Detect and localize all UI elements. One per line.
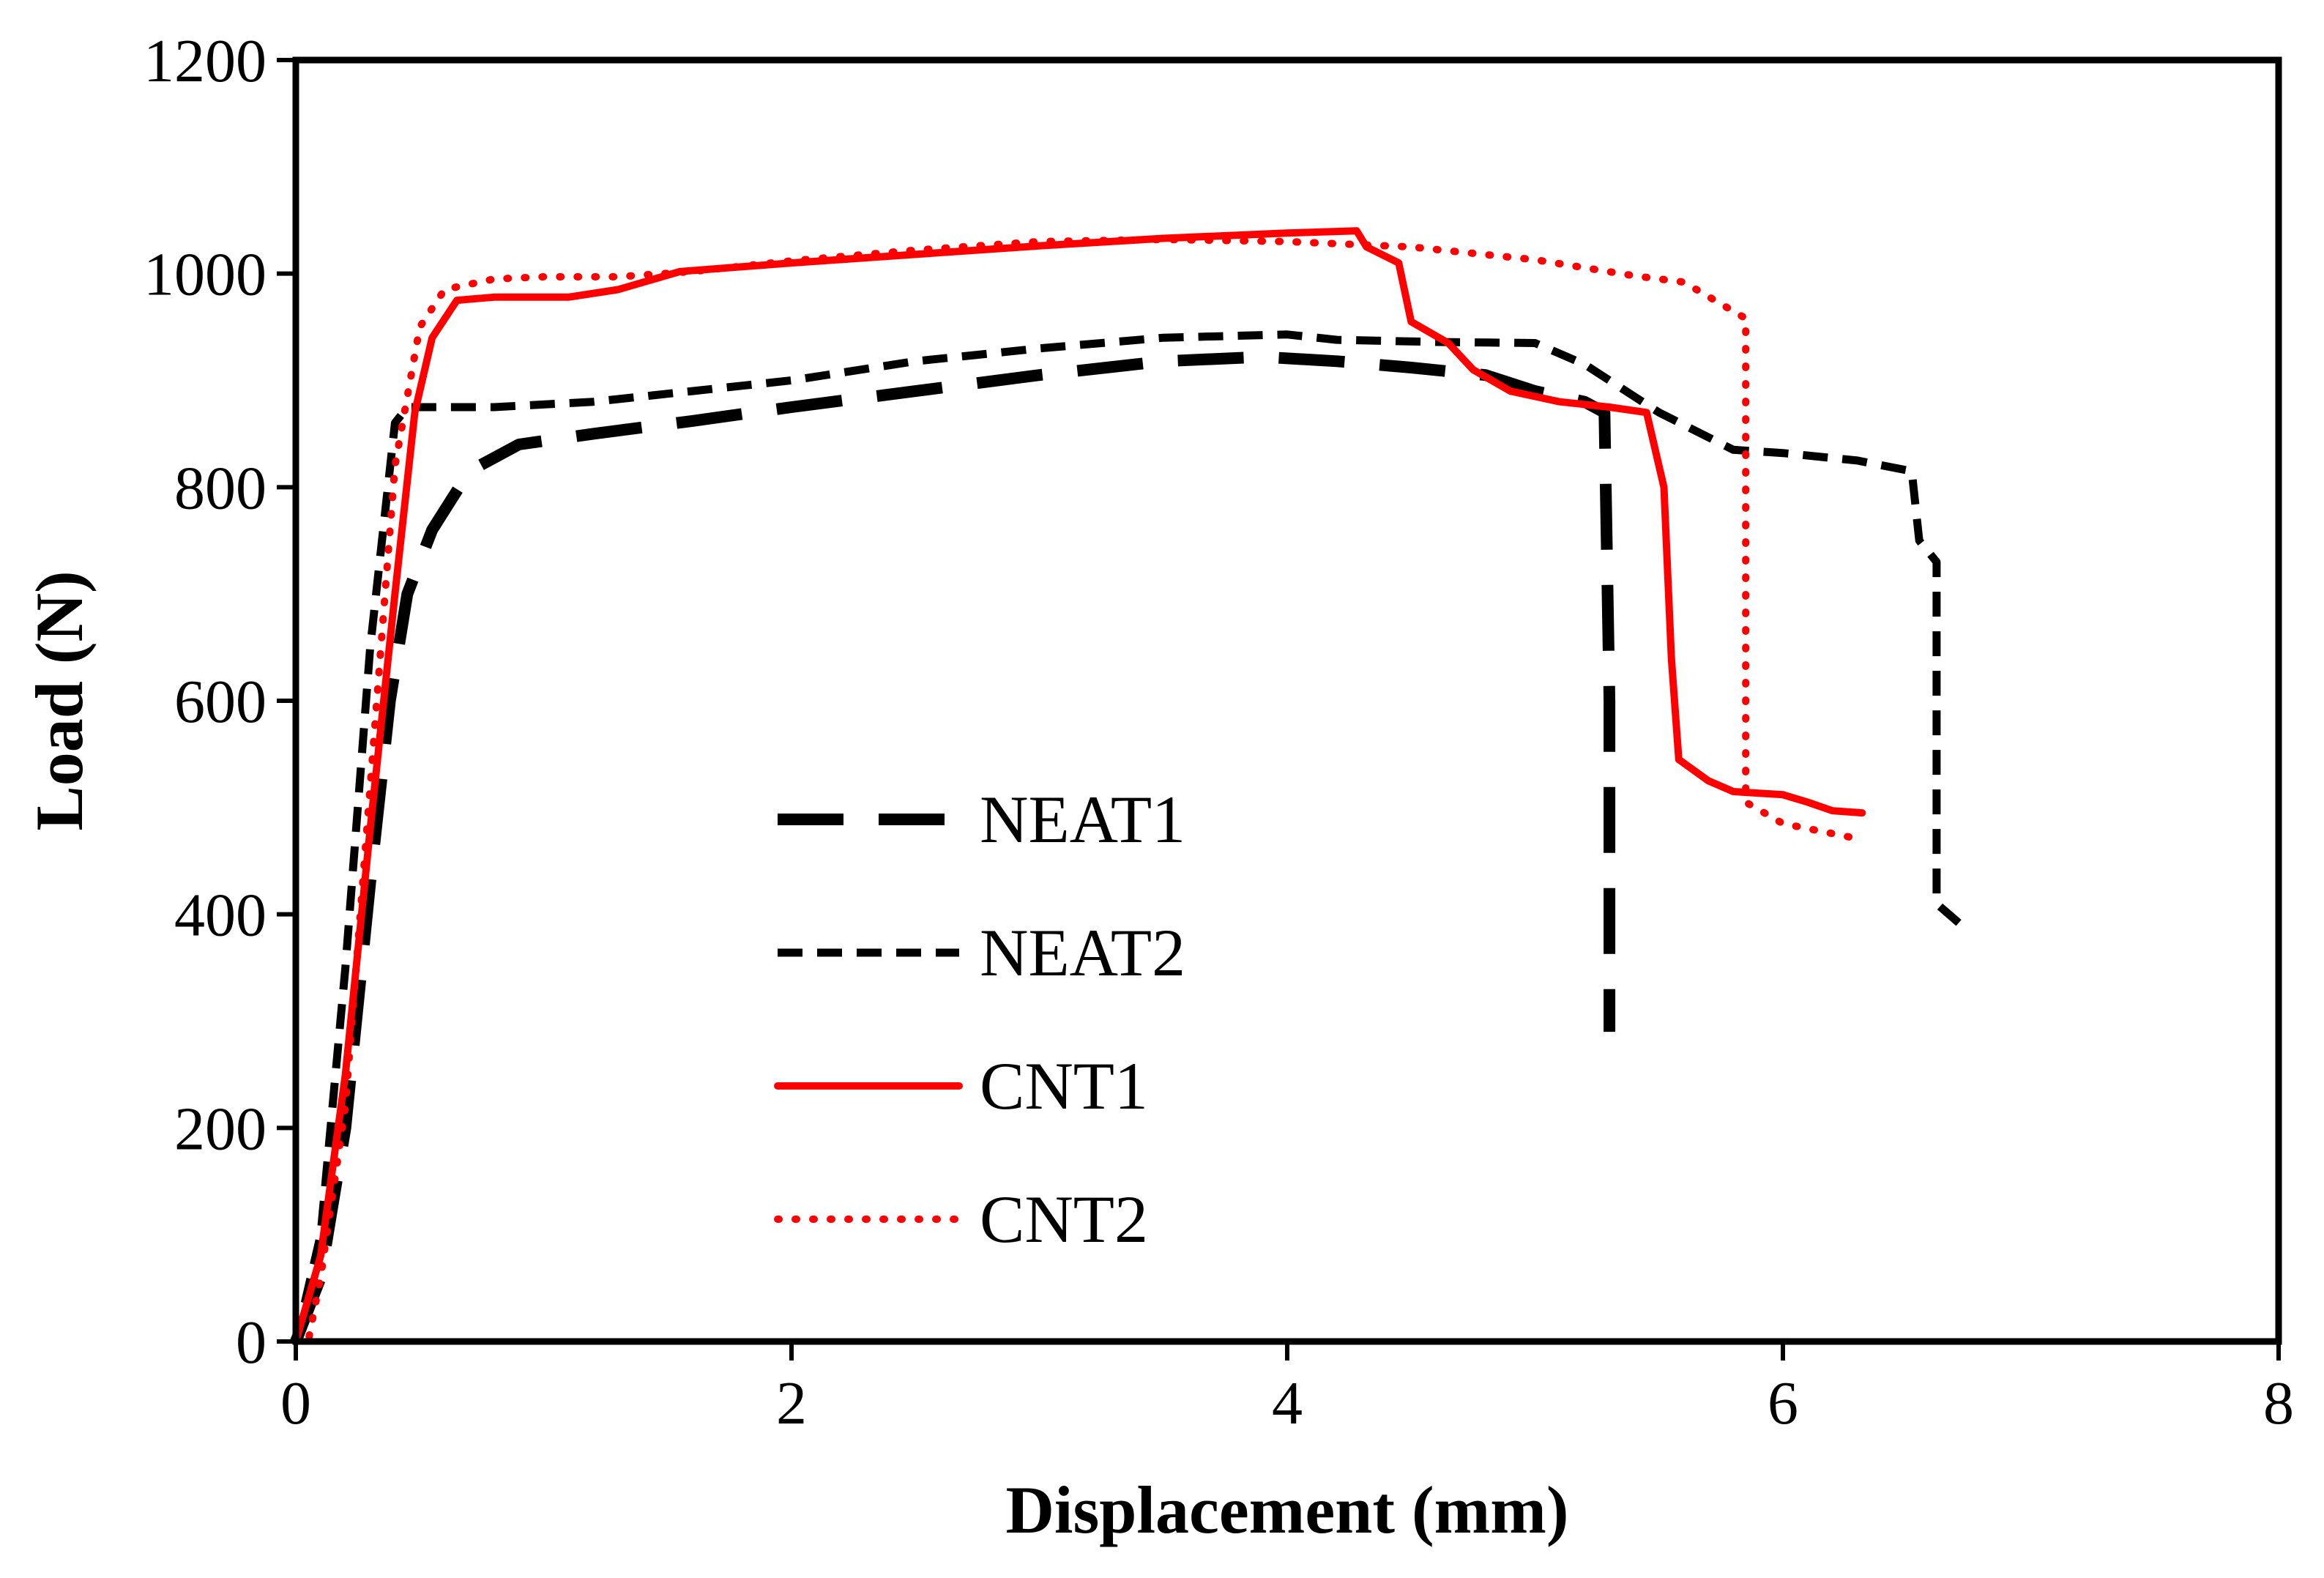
y-tick-label: 200 <box>174 1095 267 1163</box>
x-tick-label: 8 <box>2263 1369 2294 1437</box>
y-tick-label: 400 <box>174 882 267 950</box>
legend: NEAT1 NEAT2 CNT1 CNT2 <box>774 782 1185 1257</box>
series-line-cnt2 <box>292 236 1866 1345</box>
x-tick-label: 6 <box>1768 1369 1798 1437</box>
series-line-neat2 <box>291 330 1964 1343</box>
legend-entry-neat1: NEAT1 <box>778 782 1185 857</box>
y-tick-label: 1200 <box>144 27 267 95</box>
tick-layer: 0 2 4 6 8 0 200 400 600 800 1000 1200 <box>144 27 2294 1437</box>
legend-entry-cnt1: CNT1 <box>774 1049 1148 1123</box>
y-tick-label: 0 <box>236 1309 267 1377</box>
legend-label-neat2: NEAT2 <box>980 915 1185 990</box>
legend-entry-neat2: NEAT2 <box>778 915 1185 990</box>
y-tick-label: 1000 <box>144 241 267 309</box>
series-line-cnt1 <box>292 227 1866 1345</box>
x-tick-label: 4 <box>1272 1369 1303 1437</box>
x-tick-label: 0 <box>280 1369 311 1437</box>
y-tick-label: 800 <box>174 454 267 522</box>
legend-entry-cnt2: CNT2 <box>774 1182 1148 1257</box>
y-axis-title: Load (N) <box>22 570 97 830</box>
y-tick-label: 600 <box>174 668 267 736</box>
series-line-neat1 <box>290 351 1616 1344</box>
legend-label-cnt1: CNT1 <box>980 1049 1148 1123</box>
x-axis-title: Displacement (mm) <box>1005 1473 1568 1547</box>
legend-label-cnt2: CNT2 <box>980 1182 1148 1257</box>
legend-label-neat1: NEAT1 <box>980 782 1185 857</box>
x-tick-label: 2 <box>776 1369 807 1437</box>
series-layer <box>290 227 1964 1345</box>
